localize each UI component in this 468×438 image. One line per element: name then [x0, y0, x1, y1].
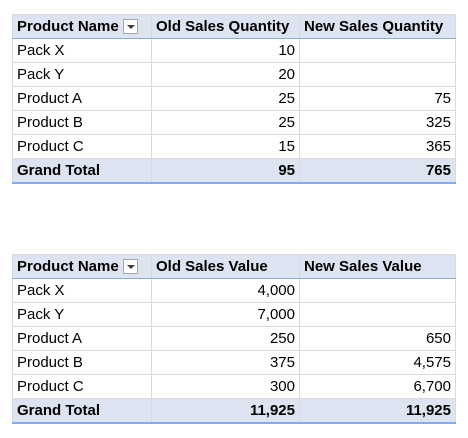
table-row: Product B 375 4,575: [12, 350, 456, 375]
table-row: Product A 250 650: [12, 326, 456, 351]
old-sales-value-cell[interactable]: 250: [151, 326, 300, 351]
grand-total-new-sales-value[interactable]: 11,925: [299, 398, 456, 424]
filter-dropdown-button[interactable]: [122, 19, 138, 35]
row-label-header-text: Product Name: [17, 18, 119, 36]
grand-total-old-sales-quantity[interactable]: 95: [151, 158, 300, 184]
table-row: Pack Y 20: [12, 62, 456, 87]
old-sales-quantity-cell[interactable]: 25: [151, 110, 300, 135]
old-sales-value-cell[interactable]: 375: [151, 350, 300, 375]
product-name-cell[interactable]: Product A: [12, 86, 152, 111]
product-name-cell[interactable]: Product A: [12, 326, 152, 351]
table-row: Product A 25 75: [12, 86, 456, 111]
table-row: Product C 15 365: [12, 134, 456, 159]
product-name-cell[interactable]: Pack Y: [12, 302, 152, 327]
new-sales-value-cell[interactable]: 4,575: [299, 350, 456, 375]
table-row: Pack Y 7,000: [12, 302, 456, 327]
old-sales-value-cell[interactable]: 300: [151, 374, 300, 399]
column-header-old-sales-quantity: Old Sales Quantity: [151, 14, 300, 39]
new-sales-quantity-cell[interactable]: [299, 38, 456, 63]
new-sales-value-cell[interactable]: [299, 278, 456, 303]
chevron-down-icon: [126, 265, 135, 270]
pivot-header-row: Product Name Old Sales Quantity New Sale…: [12, 14, 456, 39]
product-name-cell[interactable]: Pack X: [12, 38, 152, 63]
product-name-cell[interactable]: Product B: [12, 350, 152, 375]
filter-dropdown-button[interactable]: [122, 259, 138, 275]
old-sales-quantity-cell[interactable]: 25: [151, 86, 300, 111]
column-header-new-sales-quantity: New Sales Quantity: [299, 14, 456, 39]
new-sales-value-cell[interactable]: [299, 302, 456, 327]
column-header-old-sales-value: Old Sales Value: [151, 254, 300, 279]
product-name-cell[interactable]: Product B: [12, 110, 152, 135]
row-label-header-text: Product Name: [17, 258, 119, 276]
table-row: Product C 300 6,700: [12, 374, 456, 399]
product-name-cell[interactable]: Product C: [12, 134, 152, 159]
table-row: Product B 25 325: [12, 110, 456, 135]
row-label-header: Product Name: [12, 254, 152, 279]
grand-total-label[interactable]: Grand Total: [12, 398, 152, 424]
new-sales-quantity-cell[interactable]: 365: [299, 134, 456, 159]
product-name-cell[interactable]: Product C: [12, 374, 152, 399]
chevron-down-icon: [126, 25, 135, 30]
grand-total-new-sales-quantity[interactable]: 765: [299, 158, 456, 184]
old-sales-value-cell[interactable]: 4,000: [151, 278, 300, 303]
table-row: Pack X 10: [12, 38, 456, 63]
product-name-cell[interactable]: Pack X: [12, 278, 152, 303]
new-sales-value-cell[interactable]: 6,700: [299, 374, 456, 399]
grand-total-row: Grand Total 11,925 11,925: [12, 398, 456, 424]
new-sales-quantity-cell[interactable]: 75: [299, 86, 456, 111]
old-sales-value-cell[interactable]: 7,000: [151, 302, 300, 327]
pivot-table-sales-value: Product Name Old Sales Value New Sales V…: [12, 254, 456, 424]
column-header-new-sales-value: New Sales Value: [299, 254, 456, 279]
pivot-table-sales-quantity: Product Name Old Sales Quantity New Sale…: [12, 14, 456, 184]
new-sales-quantity-cell[interactable]: 325: [299, 110, 456, 135]
table-row: Pack X 4,000: [12, 278, 456, 303]
product-name-cell[interactable]: Pack Y: [12, 62, 152, 87]
grand-total-row: Grand Total 95 765: [12, 158, 456, 184]
new-sales-value-cell[interactable]: 650: [299, 326, 456, 351]
new-sales-quantity-cell[interactable]: [299, 62, 456, 87]
grand-total-old-sales-value[interactable]: 11,925: [151, 398, 300, 424]
old-sales-quantity-cell[interactable]: 20: [151, 62, 300, 87]
row-label-header: Product Name: [12, 14, 152, 39]
old-sales-quantity-cell[interactable]: 10: [151, 38, 300, 63]
grand-total-label[interactable]: Grand Total: [12, 158, 152, 184]
pivot-header-row: Product Name Old Sales Value New Sales V…: [12, 254, 456, 279]
old-sales-quantity-cell[interactable]: 15: [151, 134, 300, 159]
